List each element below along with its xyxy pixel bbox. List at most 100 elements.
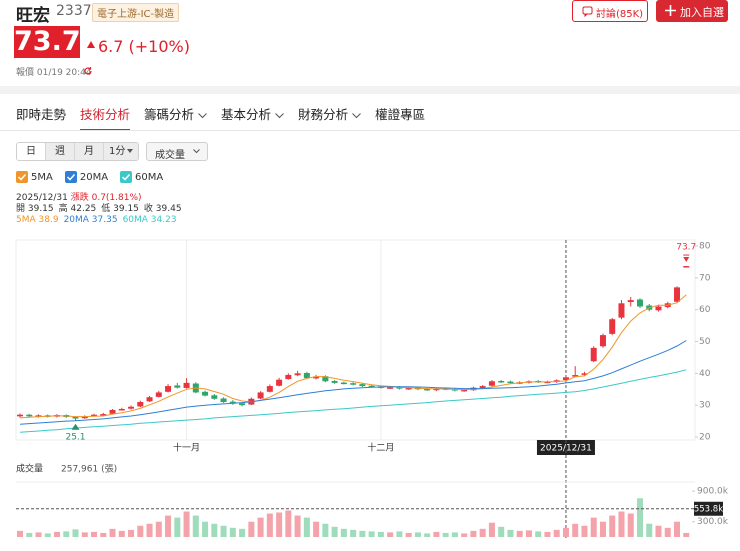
- x-tick-label: 十二月: [367, 442, 394, 454]
- candle-body: [137, 401, 144, 407]
- candle-body: [285, 374, 292, 380]
- indicator-button[interactable]: 成交量: [146, 142, 208, 161]
- tab-label: 財務分析: [298, 107, 349, 122]
- up-arrow: [87, 41, 95, 48]
- tab[interactable]: 權證專區: [375, 104, 425, 131]
- tab-label: 籌碼分析: [144, 107, 195, 122]
- candle-body: [562, 377, 569, 381]
- candle-body: [81, 416, 88, 419]
- candle-body: [674, 287, 680, 302]
- ma-line: [19, 340, 687, 425]
- volume-bar: [590, 517, 597, 537]
- x-tick-label: 2025/12/31: [540, 444, 592, 454]
- candle-body: [433, 388, 440, 391]
- volume-bar: [562, 527, 569, 537]
- candle-body: [165, 386, 172, 392]
- volume-tick-label: 300.0k: [697, 517, 729, 527]
- period-button[interactable]: 週: [45, 143, 74, 160]
- volume-value: 257,961 (張): [61, 464, 117, 475]
- ohlc-value: 低 39.15: [101, 204, 139, 214]
- volume-bar: [368, 531, 375, 537]
- candle-body: [618, 303, 625, 318]
- quote-time: 報價 01/19 20:44: [16, 68, 92, 78]
- candle-body: [303, 373, 310, 379]
- legend-checkbox: [64, 171, 77, 183]
- candle-body: [91, 414, 98, 417]
- refresh-icon[interactable]: [83, 66, 93, 76]
- y-tick-label: 60: [699, 305, 711, 315]
- candle-body: [202, 391, 209, 396]
- volume-bar: [535, 531, 542, 537]
- candle-body: [155, 392, 162, 397]
- period-selector: 日 週 月 1分: [16, 142, 140, 161]
- stock-name: 旺宏: [16, 6, 50, 26]
- candle-body: [609, 319, 616, 334]
- candle-body: [128, 406, 135, 409]
- industry-tag[interactable]: 電子上游-IC-製造: [92, 3, 180, 22]
- volume-bar: [405, 532, 412, 537]
- volume-bar: [211, 523, 218, 537]
- candle-body: [257, 392, 264, 399]
- candle-body: [572, 375, 579, 377]
- ma-value: 5MA 38.9: [16, 215, 59, 225]
- watch-button[interactable]: 加入自選: [656, 0, 728, 22]
- volume-bar: [118, 530, 125, 537]
- info-change: 漲跌 0.7(1.81%): [70, 193, 142, 203]
- volume-bar: [322, 523, 329, 537]
- chat-icon: [582, 6, 593, 17]
- period-button[interactable]: 月: [74, 143, 103, 160]
- tab[interactable]: 即時走勢: [16, 104, 66, 131]
- legend-item[interactable]: 5MA: [16, 171, 53, 183]
- volume-bar: [266, 513, 273, 537]
- ma-value: 60MA 34.23: [122, 215, 177, 225]
- legend-item[interactable]: 60MA: [120, 171, 163, 183]
- period-button[interactable]: 1分: [103, 143, 139, 160]
- min-marker: [71, 423, 80, 430]
- ohlc-value: 開 39.15: [16, 204, 54, 214]
- volume-bar: [100, 532, 107, 537]
- candle-body: [220, 398, 227, 402]
- candle-body: [498, 380, 505, 383]
- y-tick-label: 70: [699, 273, 711, 283]
- volume-bar: [387, 532, 394, 537]
- volume-bar: [479, 528, 486, 537]
- legend-label: 20MA: [79, 171, 109, 183]
- legend-item[interactable]: 20MA: [64, 171, 109, 183]
- y-tick-label: 50: [699, 337, 711, 347]
- volume-bar: [331, 526, 338, 537]
- period-label: 1分: [109, 146, 126, 157]
- y-tick-label: 30: [699, 401, 711, 411]
- candle-body: [331, 380, 338, 383]
- volume-bar: [396, 531, 403, 537]
- candle-body: [313, 376, 320, 379]
- info-box: 2025/12/31 漲跌 0.7(1.81%) 開 39.15 高 42.25 低…: [16, 193, 187, 226]
- volume-bar: [276, 512, 283, 537]
- volume-bar: [257, 517, 264, 537]
- volume-bar: [248, 521, 255, 537]
- candle-body: [174, 385, 181, 388]
- volume-bar: [202, 521, 209, 537]
- tab[interactable]: 籌碼分析: [144, 104, 207, 131]
- volume-bar: [63, 531, 70, 537]
- tab[interactable]: 基本分析: [221, 104, 284, 131]
- candle-body: [229, 401, 236, 404]
- volume-bar: [553, 529, 560, 537]
- plot-frame: [15, 239, 696, 441]
- legend: 5MA 20MA 60MA: [16, 171, 167, 183]
- volume-bar: [109, 528, 116, 537]
- tab[interactable]: 財務分析: [298, 104, 361, 131]
- candle-body: [294, 373, 301, 376]
- discuss-button[interactable]: 討論(85K): [572, 0, 648, 22]
- period-button[interactable]: 日: [17, 143, 45, 160]
- min-label: 25.1: [65, 432, 85, 442]
- ma-line: [19, 369, 687, 433]
- volume-bar: [239, 528, 246, 537]
- volume-bar: [303, 517, 310, 537]
- volume-bar: [507, 529, 514, 537]
- checkbox-fill: [16, 171, 28, 183]
- volume-bar: [229, 527, 236, 537]
- candle-body: [683, 266, 690, 268]
- chart-card: [0, 94, 740, 551]
- checkbox-fill: [64, 171, 77, 183]
- volume-bar: [313, 521, 320, 537]
